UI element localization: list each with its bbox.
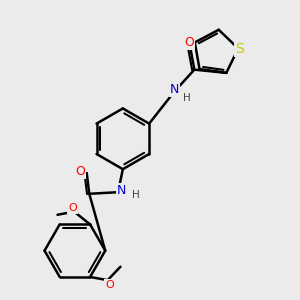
Text: O: O (105, 280, 114, 290)
Text: H: H (183, 93, 190, 103)
Text: O: O (75, 165, 85, 178)
Text: H: H (132, 190, 140, 200)
Text: N: N (170, 83, 179, 96)
Text: N: N (117, 184, 127, 197)
Text: O: O (184, 36, 194, 49)
Text: O: O (68, 203, 77, 213)
Text: S: S (236, 41, 244, 56)
